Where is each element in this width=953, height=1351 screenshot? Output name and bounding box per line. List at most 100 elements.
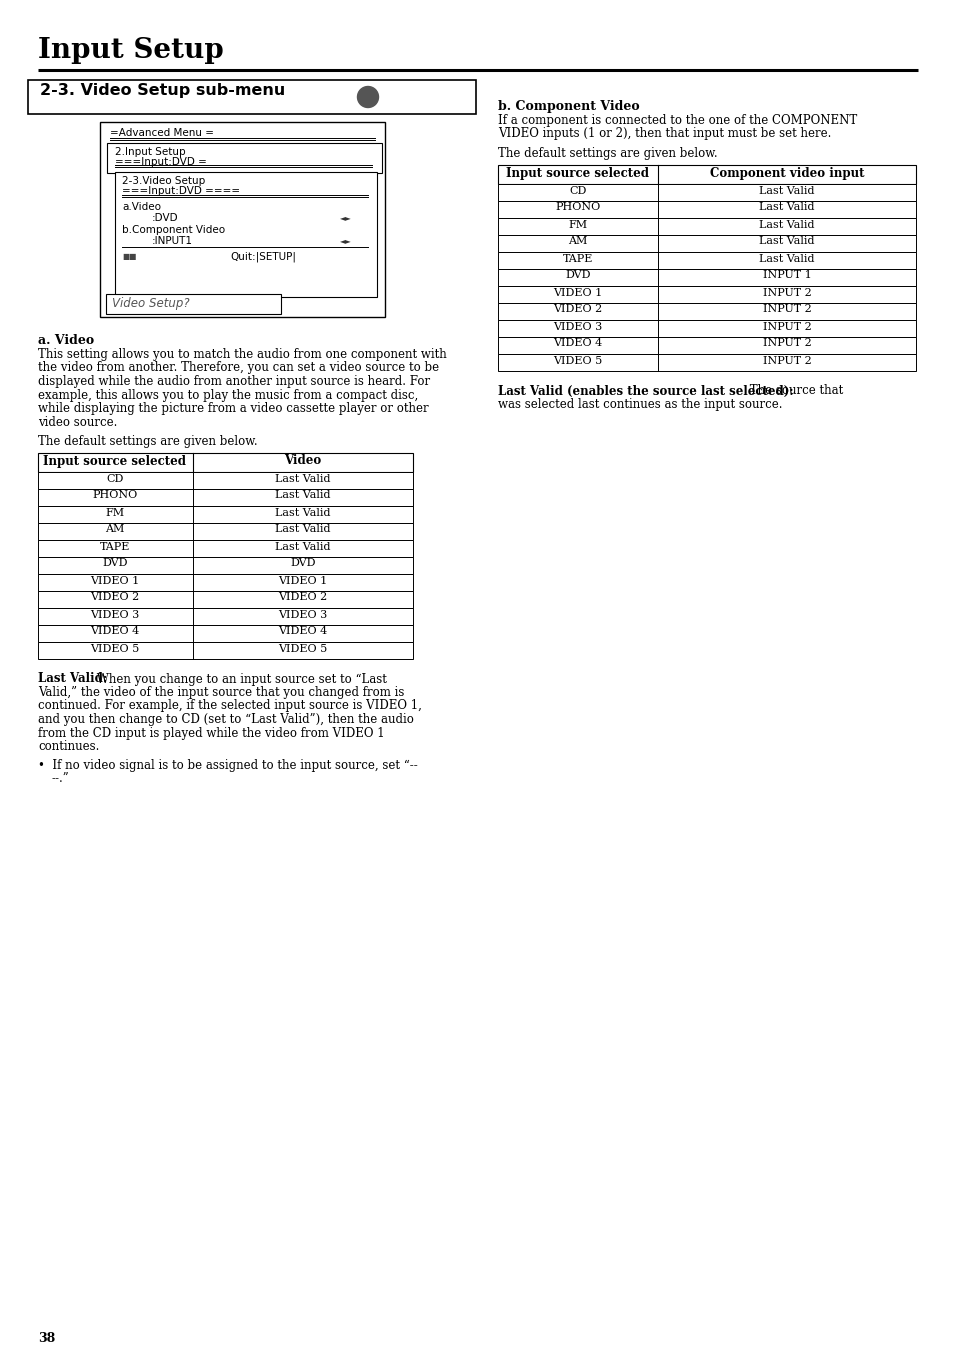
Text: Last Valid (enables the source last selected):: Last Valid (enables the source last sele…: [497, 385, 793, 397]
Bar: [497, 269, 915, 285]
Text: DVD: DVD: [565, 270, 590, 281]
Text: VIDEO 5: VIDEO 5: [278, 643, 327, 654]
Bar: [497, 336, 915, 354]
Bar: [115, 172, 376, 297]
Text: INPUT 2: INPUT 2: [761, 339, 810, 349]
Text: continues.: continues.: [38, 740, 99, 753]
Text: INPUT 1: INPUT 1: [761, 270, 810, 281]
Bar: [38, 489, 413, 505]
Text: CD: CD: [106, 473, 124, 484]
Text: video source.: video source.: [38, 416, 117, 428]
Text: Valid,” the video of the input source that you changed from is: Valid,” the video of the input source th…: [38, 686, 404, 698]
Text: Last Valid: Last Valid: [275, 542, 331, 551]
Text: from the CD input is played while the video from VIDEO 1: from the CD input is played while the vi…: [38, 727, 384, 739]
Circle shape: [357, 86, 378, 108]
Text: VIDEO 1: VIDEO 1: [278, 576, 327, 585]
Bar: [38, 557, 413, 574]
Bar: [497, 235, 915, 251]
Bar: [38, 539, 413, 557]
Text: Last Valid: Last Valid: [275, 490, 331, 500]
Bar: [100, 122, 385, 317]
Text: VIDEO inputs (1 or 2), then that input must be set here.: VIDEO inputs (1 or 2), then that input m…: [497, 127, 830, 141]
Text: a. Video: a. Video: [38, 334, 94, 347]
Text: Last Valid: Last Valid: [759, 185, 814, 196]
Text: Last Valid: Last Valid: [759, 254, 814, 263]
Bar: [107, 143, 381, 173]
Bar: [497, 218, 915, 235]
Text: :INPUT1: :INPUT1: [152, 236, 193, 246]
Text: Input source selected: Input source selected: [506, 166, 649, 180]
Text: Last Valid: Last Valid: [275, 473, 331, 484]
Bar: [497, 303, 915, 319]
Text: Last Valid: Last Valid: [275, 524, 331, 535]
Text: 2.Input Setup: 2.Input Setup: [115, 147, 186, 157]
Text: Input source selected: Input source selected: [44, 454, 186, 467]
Text: 38: 38: [38, 1332, 55, 1346]
Text: TAPE: TAPE: [562, 254, 593, 263]
Bar: [497, 165, 915, 184]
Text: ◄►: ◄►: [339, 213, 352, 222]
Text: Last Valid: Last Valid: [275, 508, 331, 517]
Text: 2-3. Video Setup sub-menu: 2-3. Video Setup sub-menu: [40, 82, 285, 99]
Text: TAPE: TAPE: [100, 542, 130, 551]
Bar: [106, 295, 281, 313]
Text: example, this allows you to play the music from a compact disc,: example, this allows you to play the mus…: [38, 389, 417, 401]
Text: VIDEO 1: VIDEO 1: [91, 576, 139, 585]
Bar: [38, 608, 413, 624]
Text: FM: FM: [568, 219, 587, 230]
Text: VIDEO 3: VIDEO 3: [278, 609, 327, 620]
Text: The default settings are given below.: The default settings are given below.: [497, 147, 717, 159]
Bar: [28, 80, 476, 113]
Text: CD: CD: [569, 185, 586, 196]
Text: Input Setup: Input Setup: [38, 36, 224, 63]
Text: The source that: The source that: [745, 385, 842, 397]
Text: VIDEO 1: VIDEO 1: [553, 288, 602, 297]
Text: b. Component Video: b. Component Video: [497, 100, 639, 113]
Text: DVD: DVD: [102, 558, 128, 569]
Text: continued. For example, if the selected input source is VIDEO 1,: continued. For example, if the selected …: [38, 700, 421, 712]
Bar: [497, 251, 915, 269]
Text: =Advanced Menu =: =Advanced Menu =: [110, 128, 213, 138]
Text: INPUT 2: INPUT 2: [761, 288, 810, 297]
Text: VIDEO 5: VIDEO 5: [91, 643, 139, 654]
Text: Video: Video: [284, 454, 321, 467]
Text: ===Input:DVD ====: ===Input:DVD ====: [122, 186, 240, 196]
Text: INPUT 2: INPUT 2: [761, 355, 810, 366]
Text: :DVD: :DVD: [152, 213, 178, 223]
Bar: [497, 200, 915, 218]
Text: --.”: --.”: [52, 771, 70, 785]
Bar: [497, 285, 915, 303]
Text: INPUT 2: INPUT 2: [761, 322, 810, 331]
Text: b.Component Video: b.Component Video: [122, 226, 225, 235]
Text: VIDEO 4: VIDEO 4: [553, 339, 602, 349]
Text: AM: AM: [105, 524, 125, 535]
Text: •  If no video signal is to be assigned to the input source, set “--: • If no video signal is to be assigned t…: [38, 758, 417, 771]
Text: When you change to an input source set to “Last: When you change to an input source set t…: [92, 673, 387, 685]
Text: Last Valid:: Last Valid:: [38, 673, 107, 685]
Text: 2-3.Video Setup: 2-3.Video Setup: [122, 176, 205, 186]
Text: AM: AM: [568, 236, 587, 246]
Text: FM: FM: [106, 508, 125, 517]
Text: VIDEO 5: VIDEO 5: [553, 355, 602, 366]
Bar: [497, 184, 915, 200]
Text: Component video input: Component video input: [709, 166, 863, 180]
Bar: [38, 453, 413, 471]
Text: If a component is connected to the one of the COMPONENT: If a component is connected to the one o…: [497, 113, 857, 127]
Text: This setting allows you to match the audio from one component with: This setting allows you to match the aud…: [38, 349, 446, 361]
Text: B: B: [363, 91, 372, 104]
Bar: [38, 523, 413, 539]
Text: displayed while the audio from another input source is heard. For: displayed while the audio from another i…: [38, 376, 430, 388]
Text: The default settings are given below.: The default settings are given below.: [38, 435, 257, 449]
Text: the video from another. Therefore, you can set a video source to be: the video from another. Therefore, you c…: [38, 362, 438, 374]
Bar: [38, 505, 413, 523]
Text: ===Input:DVD =: ===Input:DVD =: [115, 157, 207, 168]
Text: INPUT 2: INPUT 2: [761, 304, 810, 315]
Bar: [497, 319, 915, 336]
Bar: [38, 642, 413, 658]
Text: a.Video: a.Video: [122, 203, 161, 212]
Bar: [38, 471, 413, 489]
Text: VIDEO 2: VIDEO 2: [278, 593, 327, 603]
Text: while displaying the picture from a video cassette player or other: while displaying the picture from a vide…: [38, 403, 428, 415]
Text: Video Setup?: Video Setup?: [112, 297, 190, 309]
Text: ■■: ■■: [122, 253, 136, 261]
